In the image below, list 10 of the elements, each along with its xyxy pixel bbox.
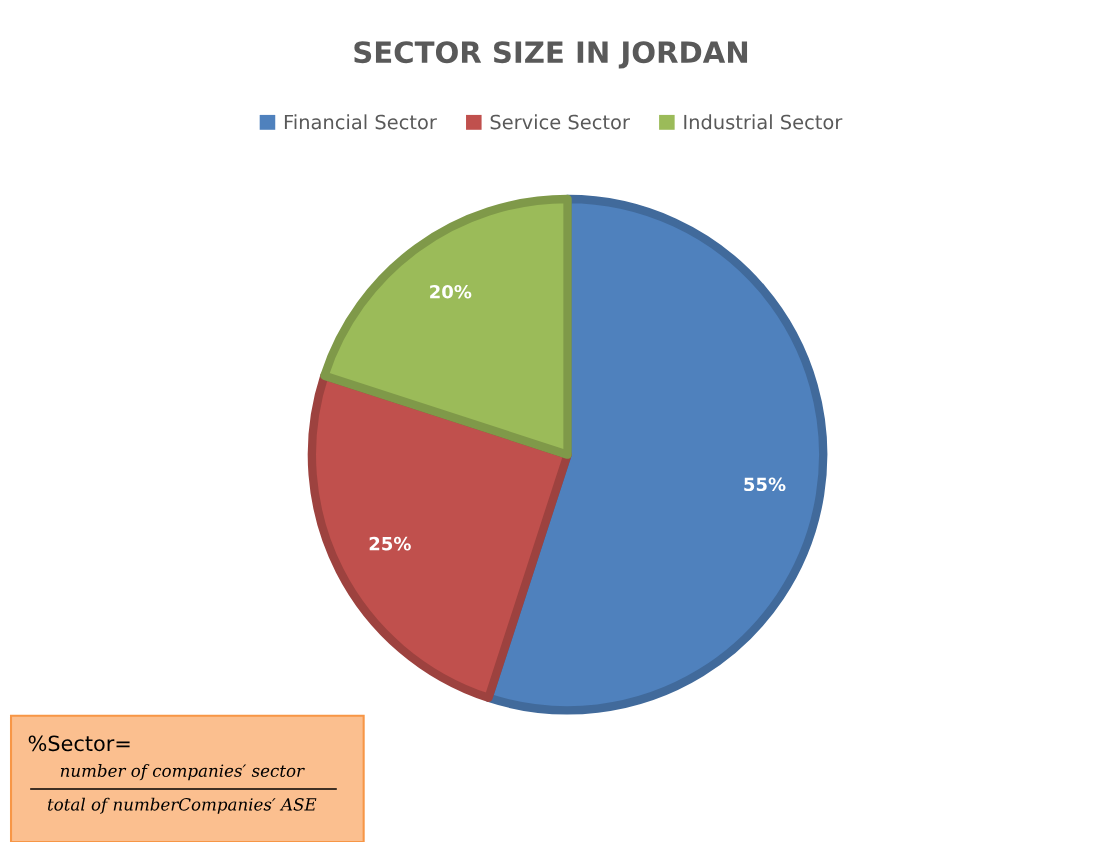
text: total of numberCompanies′ ASE xyxy=(47,797,317,814)
legend-label: Financial Sector xyxy=(284,114,437,130)
data-label: 55% xyxy=(744,477,786,492)
text: %Sector= xyxy=(28,735,130,752)
data-label: 25% xyxy=(369,536,411,551)
chart-title: SECTOR SIZE IN JORDAN xyxy=(354,41,748,69)
legend-label: Service Sector xyxy=(490,114,630,130)
legend-label: Industrial Sector xyxy=(684,114,843,130)
data-label: 20% xyxy=(430,284,472,299)
text: number of companies′ sector xyxy=(60,764,305,781)
